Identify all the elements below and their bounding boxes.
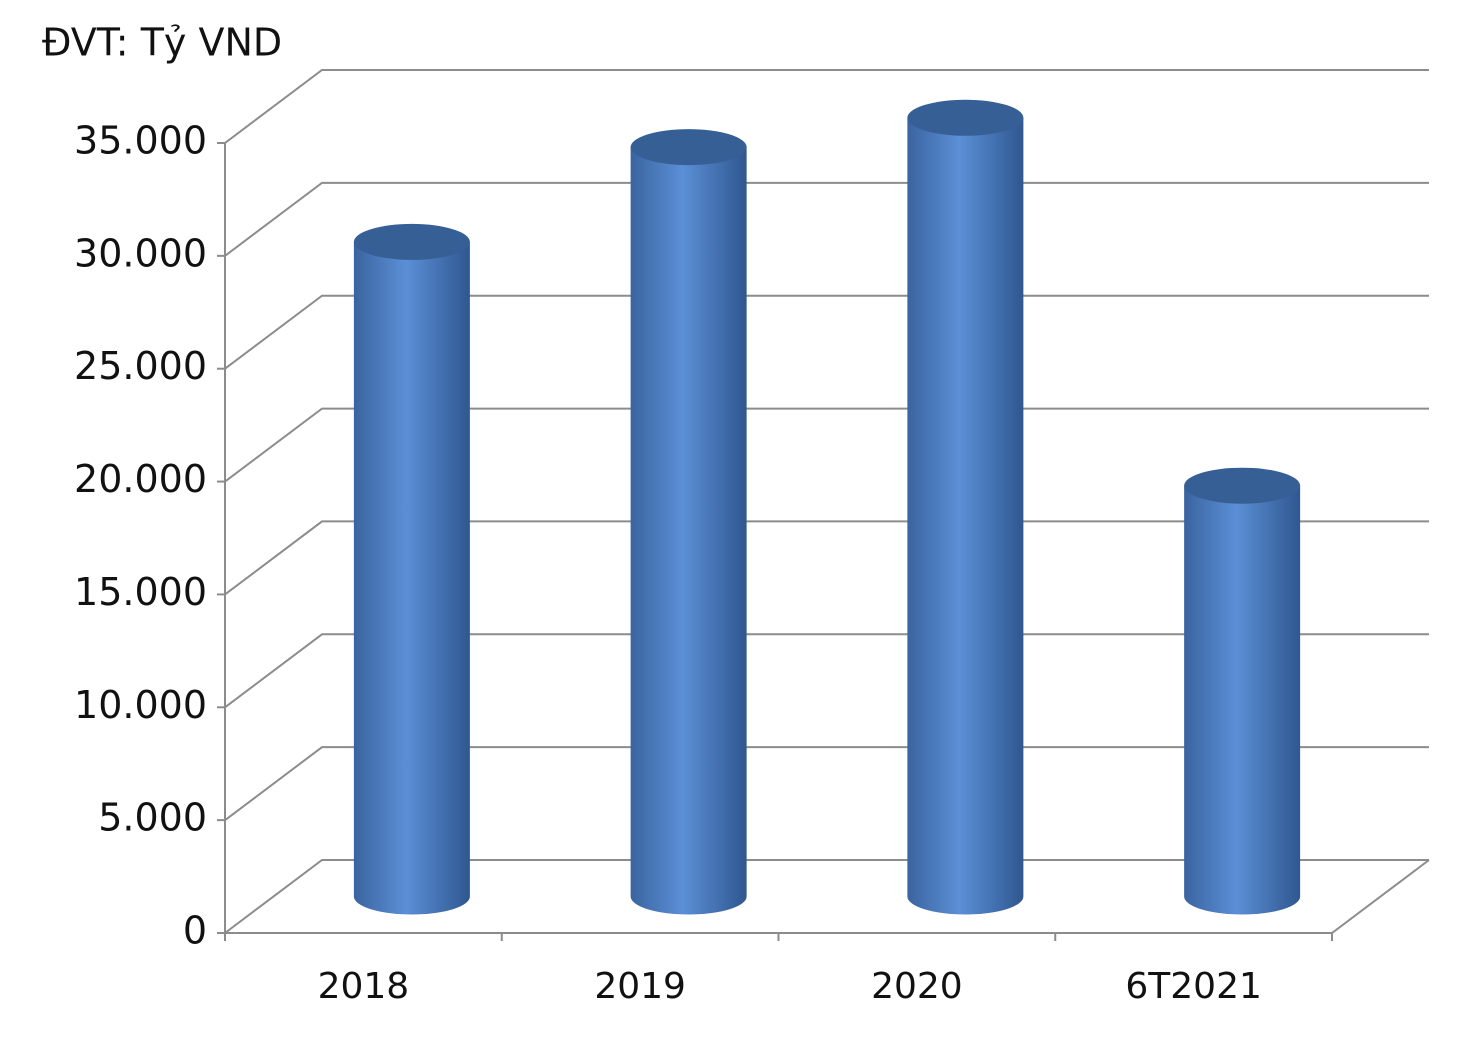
y-tick-label: 0: [183, 909, 207, 953]
x-tick-label: 6T2021: [1125, 966, 1262, 1007]
grid-line: [224, 859, 1429, 934]
bar-top: [907, 99, 1024, 136]
grid-line: [224, 407, 1429, 483]
bar: [907, 117, 1024, 915]
grid-line: [224, 181, 1429, 257]
grid-line: [224, 69, 1429, 144]
y-tick-label: 5.000: [98, 796, 207, 840]
y-tick-label: 25.000: [74, 344, 207, 388]
x-tick-label: 2020: [871, 966, 963, 1007]
y-tick-label: 15.000: [74, 570, 207, 614]
bar-top: [630, 129, 747, 166]
bar: [1184, 485, 1301, 915]
y-tick-label: 20.000: [74, 457, 207, 501]
bar-top: [1184, 467, 1301, 504]
chart-title: ĐVT: Tỷ VND: [42, 21, 282, 65]
grid-line: [224, 520, 1429, 596]
grid-line: [224, 633, 1429, 709]
x-tick-label: 2019: [594, 966, 686, 1007]
bar: [353, 241, 470, 915]
y-tick-label: 10.000: [74, 683, 207, 727]
y-tick-label: 35.000: [74, 119, 207, 163]
bar-top: [353, 223, 470, 260]
x-tick-label: 2018: [318, 966, 410, 1007]
y-tick-label: 30.000: [74, 231, 207, 275]
grid-line: [224, 294, 1429, 370]
grid-line: [224, 746, 1429, 821]
bar: [630, 147, 747, 915]
